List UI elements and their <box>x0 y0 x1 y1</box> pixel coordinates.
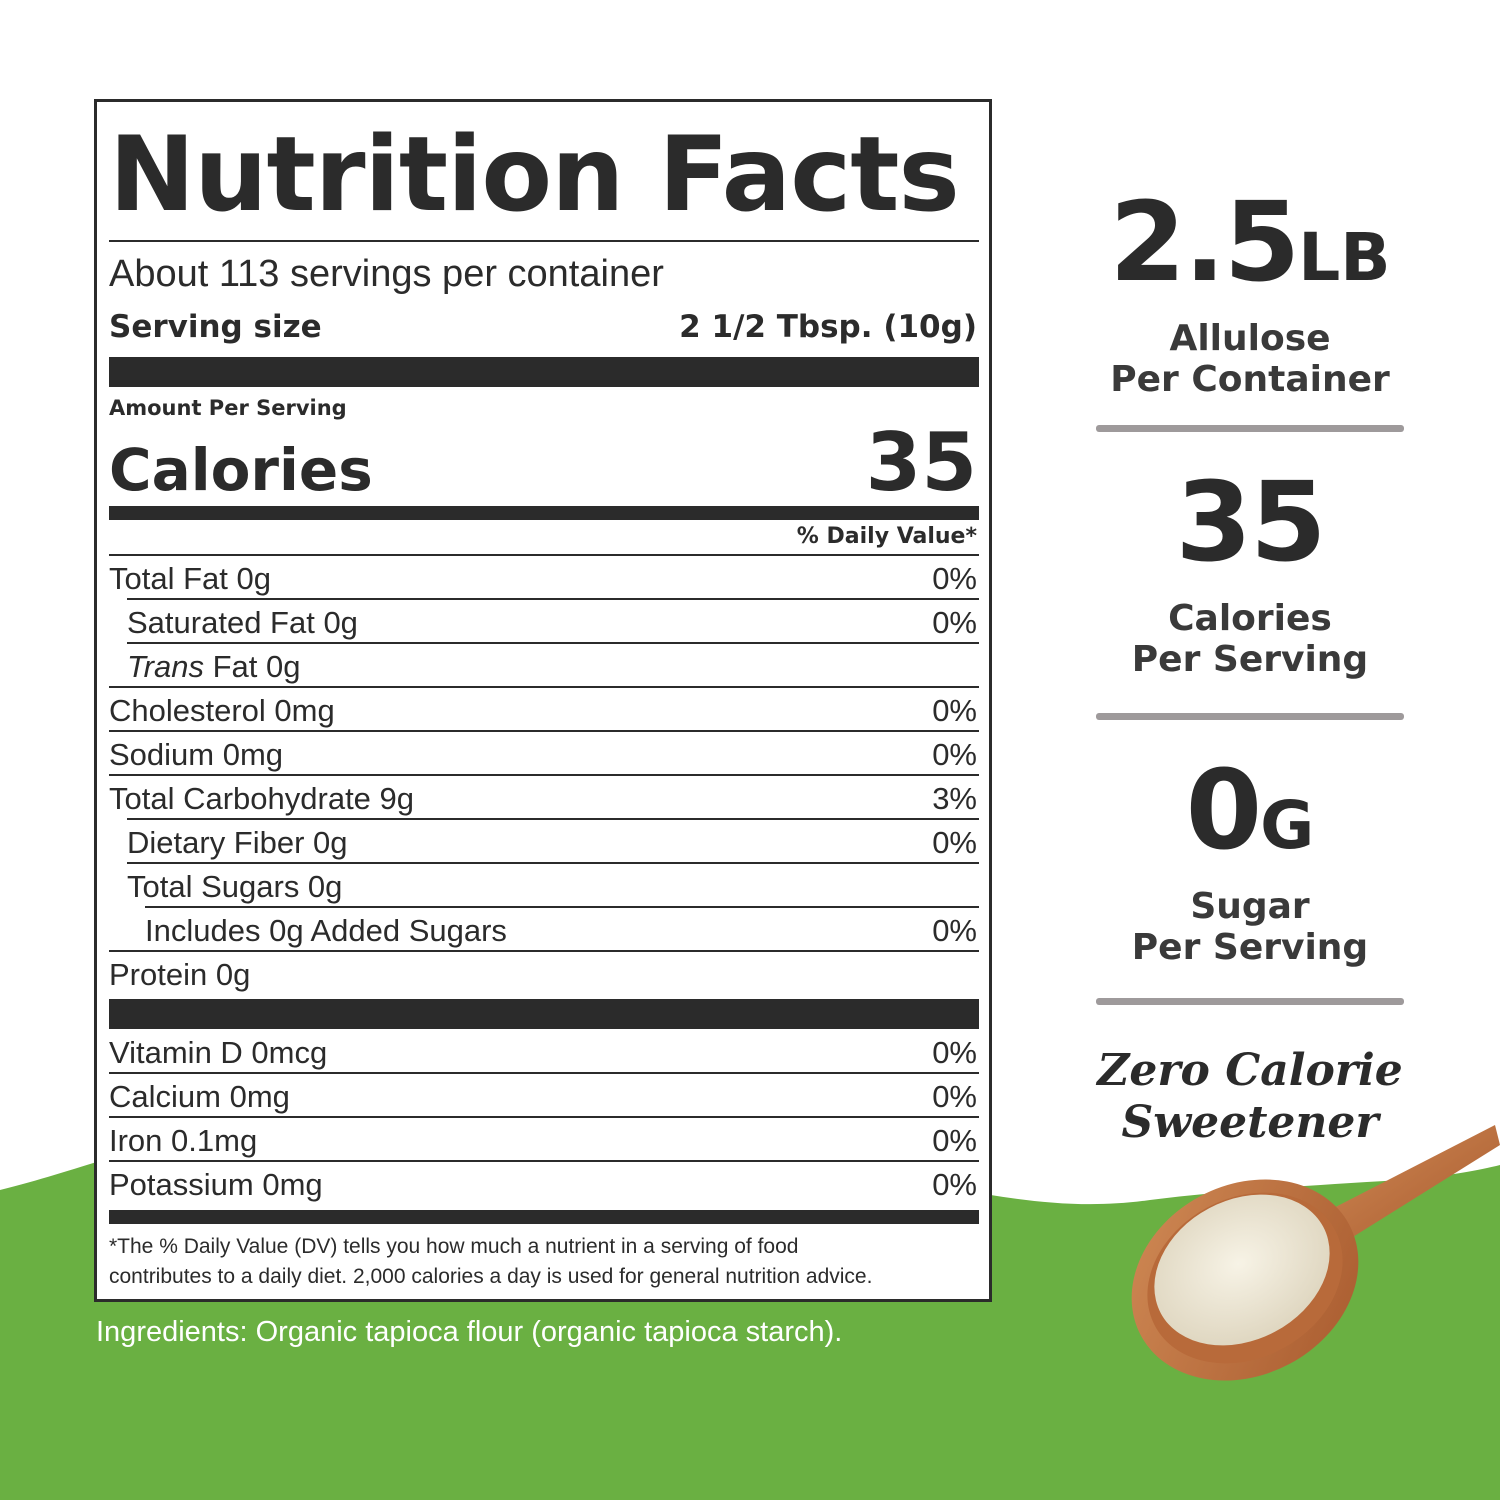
spoon-with-powder-image <box>1131 1125 1500 1381</box>
medium-divider <box>109 1210 979 1224</box>
nutrient-row: Cholesterol 0mg 0% <box>109 689 977 733</box>
stat-unit: G <box>1260 787 1315 864</box>
row-divider <box>127 598 979 600</box>
tagline-line: Zero Calorie <box>1097 1045 1403 1096</box>
thick-divider <box>109 357 979 387</box>
nutrient-name-italic: Trans <box>127 649 204 684</box>
nutrient-row: Dietary Fiber 0g 0% <box>109 821 977 865</box>
nutrient-row: Sodium 0mg 0% <box>109 733 977 777</box>
stat-sugar: 0G Sugar Per Serving <box>1085 750 1415 968</box>
stat-divider <box>1096 713 1404 720</box>
serving-size-label: Serving size <box>109 309 322 345</box>
tagline: Zero Calorie Sweetener <box>1080 1045 1420 1149</box>
nutrient-name: Saturated Fat 0g <box>127 605 358 640</box>
footnote-line: contributes to a daily diet. 2,000 calor… <box>109 1265 873 1288</box>
calories-label: Calories <box>109 436 373 504</box>
stat-label: Per Serving <box>1131 639 1369 680</box>
vitamin-name: Iron 0.1mg <box>109 1123 258 1158</box>
row-divider <box>127 818 979 820</box>
nutrient-name: Fat 0g <box>203 649 301 684</box>
stat-value: 35 <box>1175 458 1326 586</box>
nutrient-row: Protein 0g <box>109 953 977 997</box>
thick-divider <box>109 999 979 1029</box>
stat-label: Sugar <box>1190 886 1310 927</box>
nutrient-row: Includes 0g Added Sugars 0% <box>109 909 977 953</box>
serving-size-row: Serving size 2 1/2 Tbsp. (10g) <box>109 305 977 349</box>
vitamin-name: Vitamin D 0mcg <box>109 1035 328 1070</box>
divider <box>109 240 979 242</box>
nutrient-percent: 0% <box>932 737 977 772</box>
nutrient-name: Cholesterol 0mg <box>109 693 335 728</box>
row-divider <box>109 1116 979 1118</box>
stat-divider <box>1096 998 1404 1005</box>
vitamin-percent: 0% <box>932 1123 977 1158</box>
stat-divider <box>1096 425 1404 432</box>
calories-value: 35 <box>865 416 977 509</box>
nutrient-name: Total Sugars 0g <box>127 869 343 904</box>
amount-per-serving: Amount Per Serving <box>109 396 347 420</box>
nutrition-facts-title: Nutrition Facts <box>109 115 960 235</box>
stat-value: 2.5 <box>1109 178 1300 306</box>
nutrient-row: Total Sugars 0g <box>109 865 977 909</box>
stat-label: Allulose <box>1169 318 1331 359</box>
nutrient-name: Total Fat 0g <box>109 561 271 596</box>
nutrient-name: Total Carbohydrate 9g <box>109 781 415 816</box>
medium-divider <box>109 506 979 520</box>
nutrient-row: Total Fat 0g 0% <box>109 557 977 601</box>
stat-label: Per Container <box>1110 359 1390 400</box>
daily-value-footnote: *The % Daily Value (DV) tells you how mu… <box>109 1232 979 1292</box>
nutrient-percent: 0% <box>932 913 977 948</box>
calories-row: Calories 35 <box>109 420 977 506</box>
ingredients-text: Ingredients: Organic tapioca flour (orga… <box>96 1316 843 1348</box>
footnote-line: *The % Daily Value (DV) tells you how mu… <box>109 1235 799 1258</box>
stat-weight: 2.5LB Allulose Per Container <box>1085 182 1415 400</box>
row-divider <box>145 906 979 908</box>
row-divider <box>109 1160 979 1162</box>
nutrient-percent: 0% <box>932 693 977 728</box>
row-divider <box>109 730 979 732</box>
nutrient-percent: 0% <box>932 561 977 596</box>
nutrient-percent: 0% <box>932 605 977 640</box>
daily-value-header: % Daily Value* <box>796 524 977 549</box>
nutrient-percent: 0% <box>932 825 977 860</box>
row-divider <box>109 1072 979 1074</box>
vitamin-name: Calcium 0mg <box>109 1079 290 1114</box>
vitamin-row: Potassium 0mg 0% <box>109 1163 977 1207</box>
row-divider <box>127 642 979 644</box>
nutrient-row: Saturated Fat 0g 0% <box>109 601 977 645</box>
stat-calories: 35 Calories Per Serving <box>1085 462 1415 680</box>
stat-value: 0 <box>1185 746 1263 874</box>
stat-label: Calories <box>1168 598 1332 639</box>
row-divider <box>109 554 979 556</box>
vitamin-percent: 0% <box>932 1079 977 1114</box>
vitamin-percent: 0% <box>932 1167 977 1202</box>
vitamin-row: Vitamin D 0mcg 0% <box>109 1031 977 1075</box>
nutrient-name: Dietary Fiber 0g <box>127 825 348 860</box>
nutrient-name: Sodium 0mg <box>109 737 284 772</box>
stat-unit: LB <box>1298 219 1391 296</box>
vitamin-name: Potassium 0mg <box>109 1167 323 1202</box>
nutrient-row: Trans Fat 0g <box>109 645 977 689</box>
servings-per-container: About 113 servings per container <box>109 253 664 295</box>
stat-label: Per Serving <box>1131 927 1369 968</box>
nutrient-row: Total Carbohydrate 9g 3% <box>109 777 977 821</box>
row-divider <box>109 686 979 688</box>
tagline-line: Sweetener <box>1121 1097 1379 1148</box>
serving-size-value: 2 1/2 Tbsp. (10g) <box>679 309 977 345</box>
vitamin-row: Calcium 0mg 0% <box>109 1075 977 1119</box>
row-divider <box>127 862 979 864</box>
row-divider <box>109 774 979 776</box>
nutrient-percent: 3% <box>932 781 977 816</box>
nutrient-name: Includes 0g Added Sugars <box>145 913 507 948</box>
vitamin-row: Iron 0.1mg 0% <box>109 1119 977 1163</box>
nutrition-facts-label: Nutrition Facts About 113 servings per c… <box>94 99 992 1302</box>
row-divider <box>109 950 979 952</box>
vitamin-percent: 0% <box>932 1035 977 1070</box>
nutrient-name: Protein 0g <box>109 957 251 992</box>
